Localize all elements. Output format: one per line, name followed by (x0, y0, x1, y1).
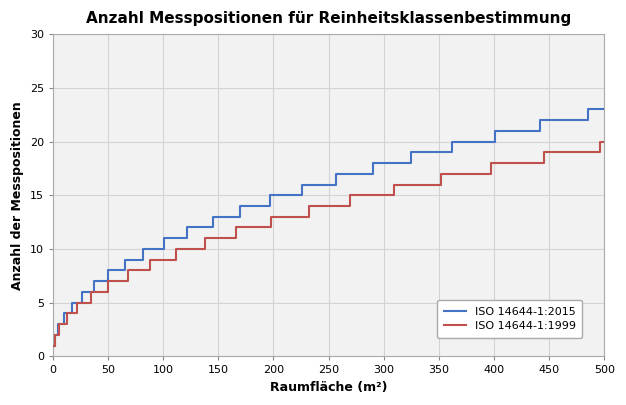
Line: ISO 14644-1:2015: ISO 14644-1:2015 (53, 109, 604, 345)
Line: ISO 14644-1:1999: ISO 14644-1:1999 (53, 142, 604, 345)
ISO 14644-1:2015 (600, 107, 608, 112)
ISO 14644-1:2015 (49, 343, 56, 348)
X-axis label: Raumfläche (m²): Raumfläche (m²) (270, 381, 387, 394)
ISO 14644-1:2015 (506, 128, 513, 133)
ISO 14644-1:2015 (584, 107, 592, 112)
ISO 14644-1:1999 (411, 182, 418, 187)
ISO 14644-1:1999 (596, 139, 603, 144)
ISO 14644-1:1999 (404, 182, 412, 187)
ISO 14644-1:1999 (600, 139, 608, 144)
ISO 14644-1:2015 (404, 161, 412, 166)
ISO 14644-1:1999 (209, 236, 217, 241)
ISO 14644-1:2015 (186, 225, 193, 230)
Y-axis label: Anzahl der Messpositionen: Anzahl der Messpositionen (11, 101, 24, 290)
ISO 14644-1:1999 (250, 225, 257, 230)
ISO 14644-1:1999 (186, 247, 193, 252)
ISO 14644-1:2015 (250, 204, 257, 209)
ISO 14644-1:1999 (506, 161, 513, 166)
Legend: ISO 14644-1:2015, ISO 14644-1:1999: ISO 14644-1:2015, ISO 14644-1:1999 (437, 300, 582, 338)
Title: Anzahl Messpositionen für Reinheitsklassenbestimmung: Anzahl Messpositionen für Reinheitsklass… (86, 11, 572, 26)
ISO 14644-1:1999 (49, 343, 56, 348)
ISO 14644-1:2015 (209, 214, 217, 219)
ISO 14644-1:2015 (411, 150, 418, 155)
